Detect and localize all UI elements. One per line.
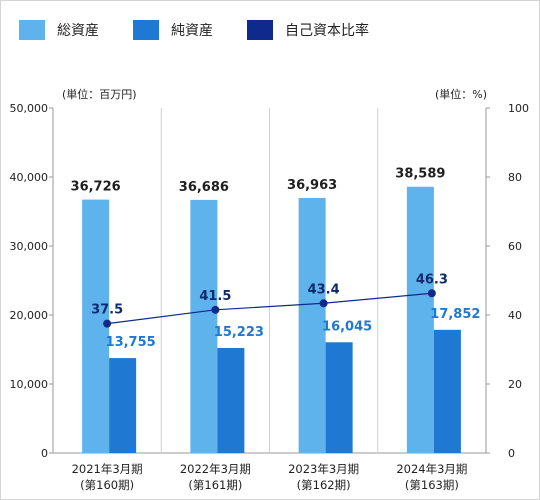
- bar-total-assets: [190, 199, 218, 453]
- data-label-net-assets: 13,755: [106, 335, 156, 350]
- data-label-equity-ratio: 41.5: [199, 289, 231, 304]
- right-tick-label: 40: [508, 309, 522, 322]
- left-tick-label: 20,000: [10, 309, 49, 322]
- bar-net-assets: [433, 329, 461, 453]
- left-tick-label: 50,000: [10, 102, 49, 115]
- chart-bars: [82, 186, 461, 453]
- data-label-total-assets: 38,589: [395, 167, 445, 182]
- data-label-net-assets: 17,852: [430, 307, 480, 322]
- category-label-year: 2024年3月期: [396, 462, 467, 476]
- data-label-equity-ratio: 46.3: [416, 272, 448, 287]
- right-tick-label: 20: [508, 378, 522, 391]
- right-tick-label: 100: [508, 102, 529, 115]
- legend-item-total-assets: 総資産: [19, 20, 99, 40]
- data-label-net-assets: 15,223: [214, 325, 264, 340]
- ratio-point: [427, 289, 436, 298]
- bar-net-assets: [325, 342, 353, 453]
- category-label-term: (第161期): [188, 478, 242, 492]
- ratio-point: [319, 299, 328, 308]
- data-label-total-assets: 36,686: [179, 180, 229, 195]
- legend-label-equity-ratio: 自己資本比率: [285, 23, 369, 39]
- left-tick-label: 30,000: [10, 240, 49, 253]
- bar-total-assets: [298, 197, 326, 453]
- left-tick-label: 0: [41, 447, 48, 460]
- legend-swatch-net-assets: [133, 20, 159, 40]
- legend-swatch-equity-ratio: [247, 20, 273, 40]
- left-axis-unit: (単位：百万円): [62, 87, 137, 101]
- legend-label-net-assets: 純資産: [171, 23, 213, 39]
- left-tick-label: 40,000: [10, 171, 49, 184]
- data-label-equity-ratio: 37.5: [91, 303, 123, 318]
- category-label-term: (第160期): [80, 478, 134, 492]
- chart-legend: 総資産 純資産 自己資本比率: [19, 20, 403, 40]
- data-label-total-assets: 36,963: [287, 178, 337, 193]
- data-label-equity-ratio: 43.4: [308, 282, 340, 297]
- legend-label-total-assets: 総資産: [57, 23, 99, 39]
- data-label-net-assets: 16,045: [322, 319, 372, 334]
- legend-item-net-assets: 純資産: [133, 20, 213, 40]
- category-label-term: (第163期): [405, 478, 459, 492]
- right-tick-label: 80: [508, 171, 522, 184]
- category-label-year: 2022年3月期: [180, 462, 251, 476]
- right-axis-unit: (単位：%): [435, 87, 487, 101]
- chart-ratio-line: [103, 289, 436, 328]
- right-tick-label: 60: [508, 240, 522, 253]
- category-label-year: 2023年3月期: [288, 462, 359, 476]
- category-label-term: (第162期): [297, 478, 351, 492]
- legend-swatch-total-assets: [19, 20, 45, 40]
- bar-net-assets: [109, 358, 137, 453]
- bar-net-assets: [217, 347, 245, 453]
- left-tick-label: 10,000: [10, 378, 49, 391]
- category-label-year: 2021年3月期: [72, 462, 143, 476]
- ratio-point: [211, 305, 220, 314]
- data-label-total-assets: 36,726: [71, 180, 121, 195]
- ratio-point: [103, 319, 112, 328]
- chart-labels: 36,726 13,755 2021年3月期 (第160期) 36,686 15,223 2…: [71, 167, 481, 492]
- legend-item-equity-ratio: 自己資本比率: [247, 20, 369, 40]
- right-tick-label: 0: [508, 447, 515, 460]
- ratio-line-path: [107, 292, 432, 325]
- bar-total-assets: [406, 186, 434, 453]
